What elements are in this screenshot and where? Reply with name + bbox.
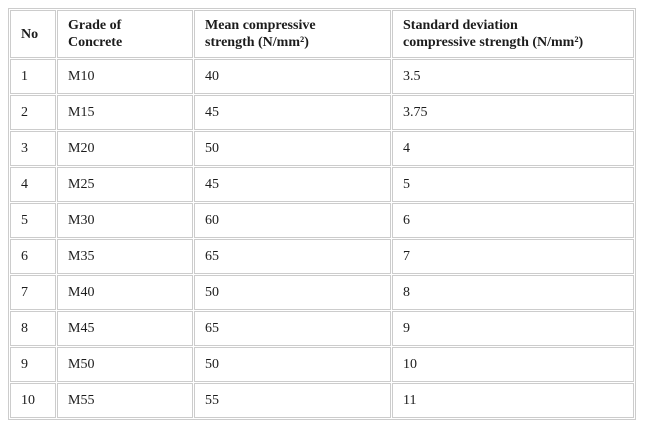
cell-grade: M45 [57,311,193,346]
table-row: 4 M25 45 5 [10,167,634,202]
cell-no: 2 [10,95,56,130]
cell-grade: M10 [57,59,193,94]
cell-grade: M55 [57,383,193,418]
table-row: 10 M55 55 11 [10,383,634,418]
cell-no: 9 [10,347,56,382]
header-std-deviation-label: Standard deviation [403,18,518,33]
header-no-label: No [21,26,39,42]
cell-std-deviation: 11 [392,383,634,418]
cell-std-deviation: 5 [392,167,634,202]
cell-mean-strength: 50 [194,347,391,382]
cell-no: 5 [10,203,56,238]
cell-mean-strength: 55 [194,383,391,418]
cell-std-deviation: 10 [392,347,634,382]
cell-mean-strength: 60 [194,203,391,238]
table-row: 2 M15 45 3.75 [10,95,634,130]
cell-std-deviation: 9 [392,311,634,346]
table-row: 8 M45 65 9 [10,311,634,346]
cell-grade: M40 [57,275,193,310]
cell-no: 10 [10,383,56,418]
cell-mean-strength: 45 [194,167,391,202]
header-grade: Grade of Concrete [57,10,193,58]
header-mean-strength: Mean compressive strength (N/mm²) [194,10,391,58]
cell-mean-strength: 65 [194,239,391,274]
cell-std-deviation: 4 [392,131,634,166]
header-no: No [10,10,56,58]
table-row: 5 M30 60 6 [10,203,634,238]
table-row: 9 M50 50 10 [10,347,634,382]
table-body: 1 M10 40 3.5 2 M15 45 3.75 3 M20 50 4 4 … [10,59,634,418]
header-row: No Grade of Concrete Mean compressive st… [10,10,634,58]
table-row: 3 M20 50 4 [10,131,634,166]
cell-grade: M15 [57,95,193,130]
cell-mean-strength: 50 [194,275,391,310]
cell-no: 6 [10,239,56,274]
cell-std-deviation: 3.75 [392,95,634,130]
cell-std-deviation: 7 [392,239,634,274]
cell-no: 1 [10,59,56,94]
table-row: 7 M40 50 8 [10,275,634,310]
cell-grade: M50 [57,347,193,382]
cell-mean-strength: 50 [194,131,391,166]
cell-grade: M35 [57,239,193,274]
cell-mean-strength: 40 [194,59,391,94]
cell-grade: M20 [57,131,193,166]
cell-no: 7 [10,275,56,310]
cell-no: 3 [10,131,56,166]
cell-std-deviation: 6 [392,203,634,238]
header-mean-strength-label: Mean compressive [205,18,316,33]
cell-mean-strength: 65 [194,311,391,346]
cell-mean-strength: 45 [194,95,391,130]
cell-grade: M25 [57,167,193,202]
header-std-deviation: Standard deviation compressive strength … [392,10,634,58]
table-row: 6 M35 65 7 [10,239,634,274]
cell-grade: M30 [57,203,193,238]
concrete-strength-table: No Grade of Concrete Mean compressive st… [8,8,636,420]
cell-no: 4 [10,167,56,202]
cell-std-deviation: 8 [392,275,634,310]
cell-std-deviation: 3.5 [392,59,634,94]
table-row: 1 M10 40 3.5 [10,59,634,94]
table-header: No Grade of Concrete Mean compressive st… [10,10,634,58]
cell-no: 8 [10,311,56,346]
header-grade-label: Grade of [68,18,122,33]
